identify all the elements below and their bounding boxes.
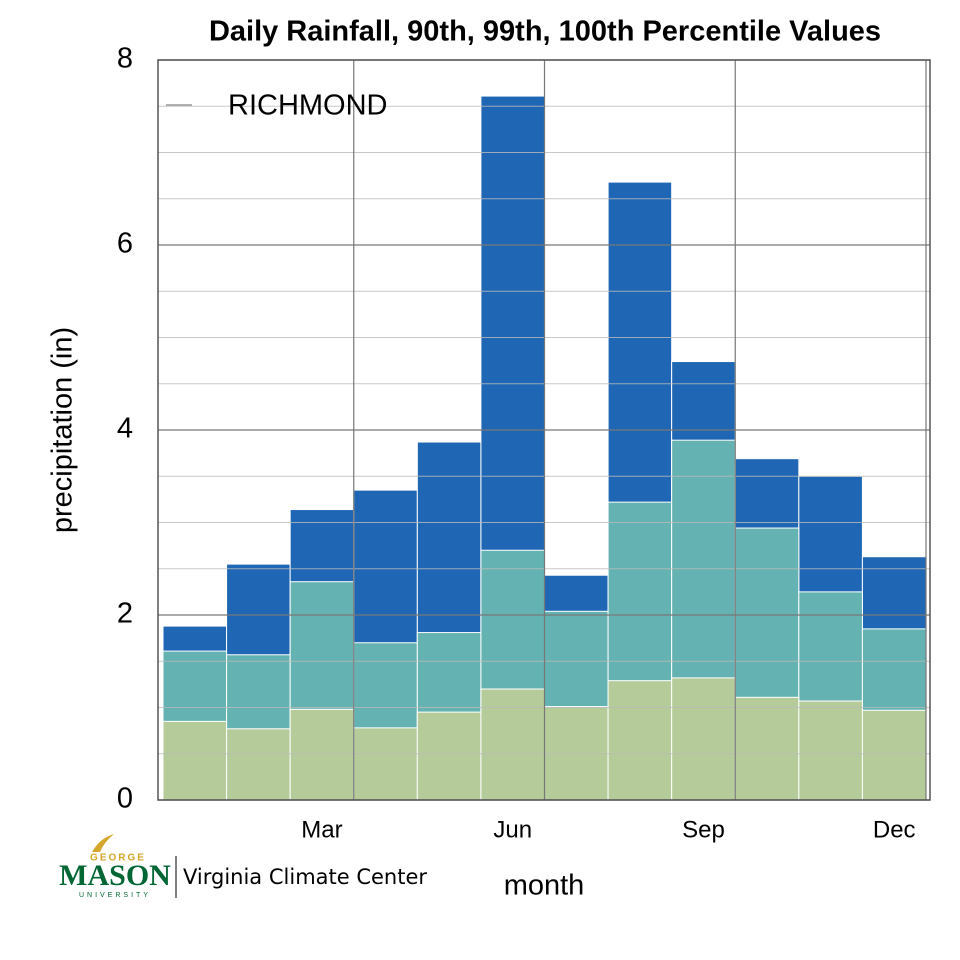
x-tick-label: Jun [493,816,532,843]
bar [289,708,355,801]
chart-title: Daily Rainfall, 90th, 99th, 100th Percen… [209,16,881,48]
bar [416,711,482,801]
logo: GEORGE MASON UNIVERSITY Virginia Climate… [59,834,427,899]
bar [162,720,228,801]
y-tick-label: 2 [117,598,133,630]
logo-bottom: UNIVERSITY [79,892,151,899]
plot-frame [157,59,931,801]
logo-name: MASON [59,859,171,892]
y-tick-label: 8 [117,43,133,75]
bar [480,688,545,801]
bar [734,696,800,801]
y-tick-label: 4 [117,413,133,445]
logo-top: GEORGE [90,853,146,864]
bar [798,700,863,801]
bar [607,680,673,801]
x-axis-label: month [504,870,585,902]
bar [353,727,418,801]
y-axis-label: precipitation (in) [47,327,79,533]
x-tick-label: Sep [682,816,725,843]
y-tick-label: 0 [117,783,133,815]
logo-mark [92,834,114,852]
x-tick-label: Mar [301,816,342,843]
y-tick-label: 6 [117,228,133,260]
logo-text: Virginia Climate Center [183,865,427,889]
bar [226,728,291,801]
bar [671,677,736,801]
x-tick-label: Dec [873,816,916,843]
bar [861,709,927,801]
legend-label: RICHMOND [228,90,388,122]
